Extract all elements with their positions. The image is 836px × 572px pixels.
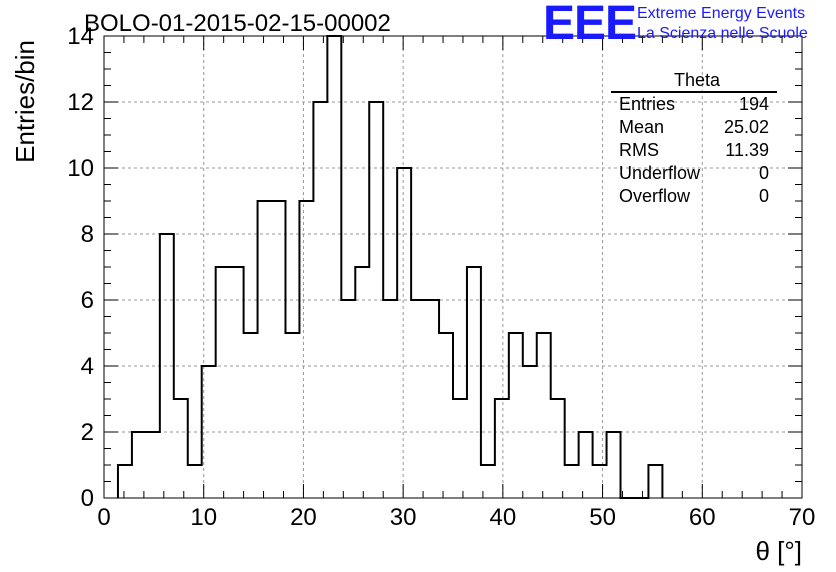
stats-value: 0 <box>758 163 769 183</box>
logo-line-1: Extreme Energy Events <box>637 5 806 22</box>
x-tick-label: 0 <box>97 504 110 531</box>
stats-value: 194 <box>738 94 769 114</box>
x-tick-label: 40 <box>490 504 517 531</box>
stats-label: Overflow <box>619 186 691 206</box>
eee-logo: EEE <box>543 0 637 50</box>
stats-value: 11.39 <box>725 140 769 160</box>
histogram <box>116 35 664 499</box>
x-tick-label: 10 <box>190 504 217 531</box>
x-tick-label: 50 <box>589 504 616 531</box>
x-tick-label: 60 <box>689 504 716 531</box>
stats-value: 25.02 <box>723 117 769 137</box>
stats-value: 0 <box>758 186 769 206</box>
x-tick-label: 70 <box>789 504 816 531</box>
y-tick-label: 6 <box>81 287 94 314</box>
stats-label: RMS <box>619 140 659 160</box>
stats-row-underflow: Underflow 0 <box>611 162 777 185</box>
stats-row-overflow: Overflow 0 <box>611 185 777 208</box>
x-axis-label: θ [°] <box>755 536 802 566</box>
chart-title: BOLO-01-2015-02-15-00002 <box>84 10 391 37</box>
y-tick-label: 8 <box>81 221 94 248</box>
stats-row-mean: Mean 25.02 <box>611 116 777 139</box>
stats-label: Mean <box>619 117 665 137</box>
axis-labels: 0 10 20 30 40 50 60 70 0 2 4 6 8 10 12 14 θ [°] Entries/b… <box>10 23 815 566</box>
y-tick-label: 0 <box>81 485 94 512</box>
x-tick-label: 30 <box>390 504 417 531</box>
y-tick-label: 4 <box>81 353 94 380</box>
stats-label: Underflow <box>619 163 701 183</box>
y-axis-label: Entries/bin <box>10 40 40 163</box>
axes <box>103 35 803 499</box>
x-tick-label: 20 <box>290 504 317 531</box>
y-tick-label: 10 <box>67 155 94 182</box>
y-tick-label: 2 <box>81 419 94 446</box>
stats-box: Theta Entries 194 Mean 25.02 RMS 11.39 U… <box>611 70 777 208</box>
stats-row-entries: Entries 194 <box>611 93 777 116</box>
stats-title: Theta <box>611 70 777 93</box>
y-tick-label: 12 <box>67 89 94 116</box>
histogram-outline <box>116 35 664 499</box>
logo-caption: Extreme Energy Events La Scienza nelle S… <box>637 4 808 44</box>
stats-label: Entries <box>619 94 676 114</box>
y-tick-label: 14 <box>67 23 94 50</box>
logo-line-2: La Scienza nelle Scuole <box>637 25 808 42</box>
stats-row-rms: RMS 11.39 <box>611 139 777 162</box>
